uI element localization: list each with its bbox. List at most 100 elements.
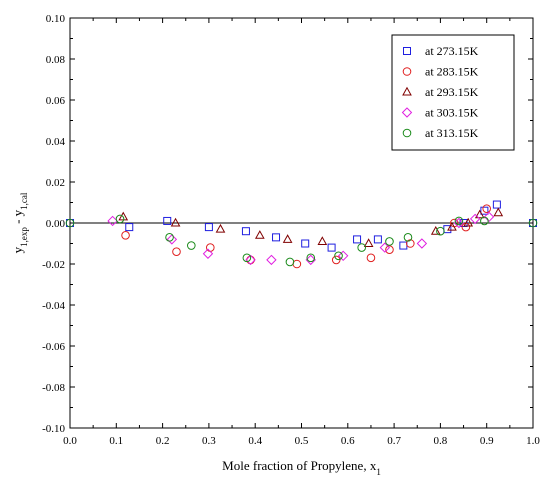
legend-label: at 293.15K xyxy=(425,85,479,99)
legend-label: at 273.15K xyxy=(425,44,479,58)
data-point xyxy=(245,254,256,266)
data-point xyxy=(482,204,492,213)
data-point xyxy=(107,215,118,227)
data-point xyxy=(202,248,214,259)
x-tick-label: 0.3 xyxy=(202,435,216,447)
data-point xyxy=(353,235,362,244)
legend-label: at 303.15K xyxy=(425,106,479,120)
x-tick-label: 0.1 xyxy=(109,435,123,447)
data-point xyxy=(204,223,213,232)
data-point xyxy=(241,227,250,236)
y-tick-label: -0.02 xyxy=(42,259,65,271)
legend-box xyxy=(391,34,515,151)
data-point xyxy=(125,223,134,232)
data-point xyxy=(453,217,465,229)
data-point xyxy=(215,223,226,233)
data-point xyxy=(493,207,504,217)
data-point xyxy=(306,253,316,263)
data-point xyxy=(282,234,293,243)
data-point xyxy=(331,255,341,265)
data-point xyxy=(492,200,501,209)
data-point xyxy=(187,241,196,250)
y-tick-label: 0.04 xyxy=(46,136,66,148)
data-point xyxy=(165,233,174,242)
series-5 xyxy=(65,214,538,267)
series-2 xyxy=(121,204,492,269)
data-point xyxy=(385,245,394,254)
data-point xyxy=(480,216,489,226)
legend-label: at 313.15K xyxy=(425,126,479,140)
data-point xyxy=(463,217,474,227)
data-point xyxy=(528,218,538,228)
data-point xyxy=(266,254,277,266)
series-3 xyxy=(118,207,504,247)
x-tick-label: 0.6 xyxy=(341,435,355,447)
data-point xyxy=(406,239,415,248)
data-point xyxy=(385,237,394,246)
x-tick-label: 0.7 xyxy=(387,435,401,447)
y-tick-label: 0.06 xyxy=(46,95,66,107)
data-point xyxy=(163,216,172,225)
legend-marker xyxy=(402,86,412,96)
data-point xyxy=(170,217,181,227)
x-tick-label: 0.2 xyxy=(156,435,170,447)
data-point xyxy=(416,238,428,249)
y-tick-label: -0.04 xyxy=(42,300,65,312)
legend-label: at 283.15K xyxy=(425,65,479,79)
axis-ticks: 0.0 0.1 0.2 0.3 0.4 0.5 0.6 0.7 0.8 0.9 1.0 -0.10 -0… xyxy=(42,13,540,447)
data-point xyxy=(317,236,328,245)
legend-marker xyxy=(402,128,412,138)
legend-item: at 303.15K xyxy=(401,106,479,120)
data-point xyxy=(483,211,495,223)
y-tick-label: -0.10 xyxy=(42,423,65,435)
data-point xyxy=(379,242,391,253)
x-tick-label: 1.0 xyxy=(526,435,540,447)
data-point xyxy=(254,230,265,239)
y-tick-label: -0.08 xyxy=(42,382,65,394)
legend-marker xyxy=(402,67,412,76)
data-points xyxy=(65,200,538,269)
data-point xyxy=(373,235,382,244)
y-tick-label: 0.08 xyxy=(46,54,66,66)
legend: at 273.15K at 283.15K at 293.15K at 303.15K… xyxy=(391,34,515,151)
data-point xyxy=(285,257,295,267)
data-point xyxy=(301,239,310,248)
data-point xyxy=(242,253,252,263)
data-point xyxy=(461,222,471,232)
data-point xyxy=(363,238,374,247)
data-point xyxy=(403,233,413,242)
data-point xyxy=(65,218,75,228)
data-point xyxy=(121,231,130,240)
data-point xyxy=(447,221,457,231)
legend-marker xyxy=(401,107,413,118)
y-tick-label: 0.02 xyxy=(46,177,65,189)
legend-marker xyxy=(403,47,411,55)
x-tick-label: 0.8 xyxy=(434,435,448,447)
data-point xyxy=(172,247,181,256)
data-point xyxy=(272,233,281,242)
data-point xyxy=(305,254,316,266)
data-point xyxy=(292,259,302,269)
data-point xyxy=(469,213,481,225)
series-4 xyxy=(107,211,495,266)
x-tick-label: 0.4 xyxy=(248,435,262,447)
data-point xyxy=(480,206,489,215)
y-tick-label: -0.06 xyxy=(42,341,65,353)
data-point xyxy=(327,243,336,252)
legend-item: at 293.15K xyxy=(402,85,479,99)
x-tick-label: 0.0 xyxy=(63,435,77,447)
data-point xyxy=(430,225,441,235)
data-point xyxy=(337,250,349,262)
data-point xyxy=(334,251,343,261)
y-tick-label: 0.00 xyxy=(46,218,66,230)
y-axis-title: y1,exp - y1,cal xyxy=(10,192,29,253)
y-tick-label: 0.10 xyxy=(46,13,66,25)
data-point xyxy=(357,243,366,252)
x-tick-label: 0.9 xyxy=(480,435,494,447)
data-point xyxy=(115,214,125,224)
legend-item: at 273.15K xyxy=(403,44,479,58)
data-point xyxy=(454,216,464,226)
data-point xyxy=(166,234,178,245)
x-axis-title: Mole fraction of Propylene, x1 xyxy=(222,458,381,477)
legend-item: at 283.15K xyxy=(402,65,479,79)
